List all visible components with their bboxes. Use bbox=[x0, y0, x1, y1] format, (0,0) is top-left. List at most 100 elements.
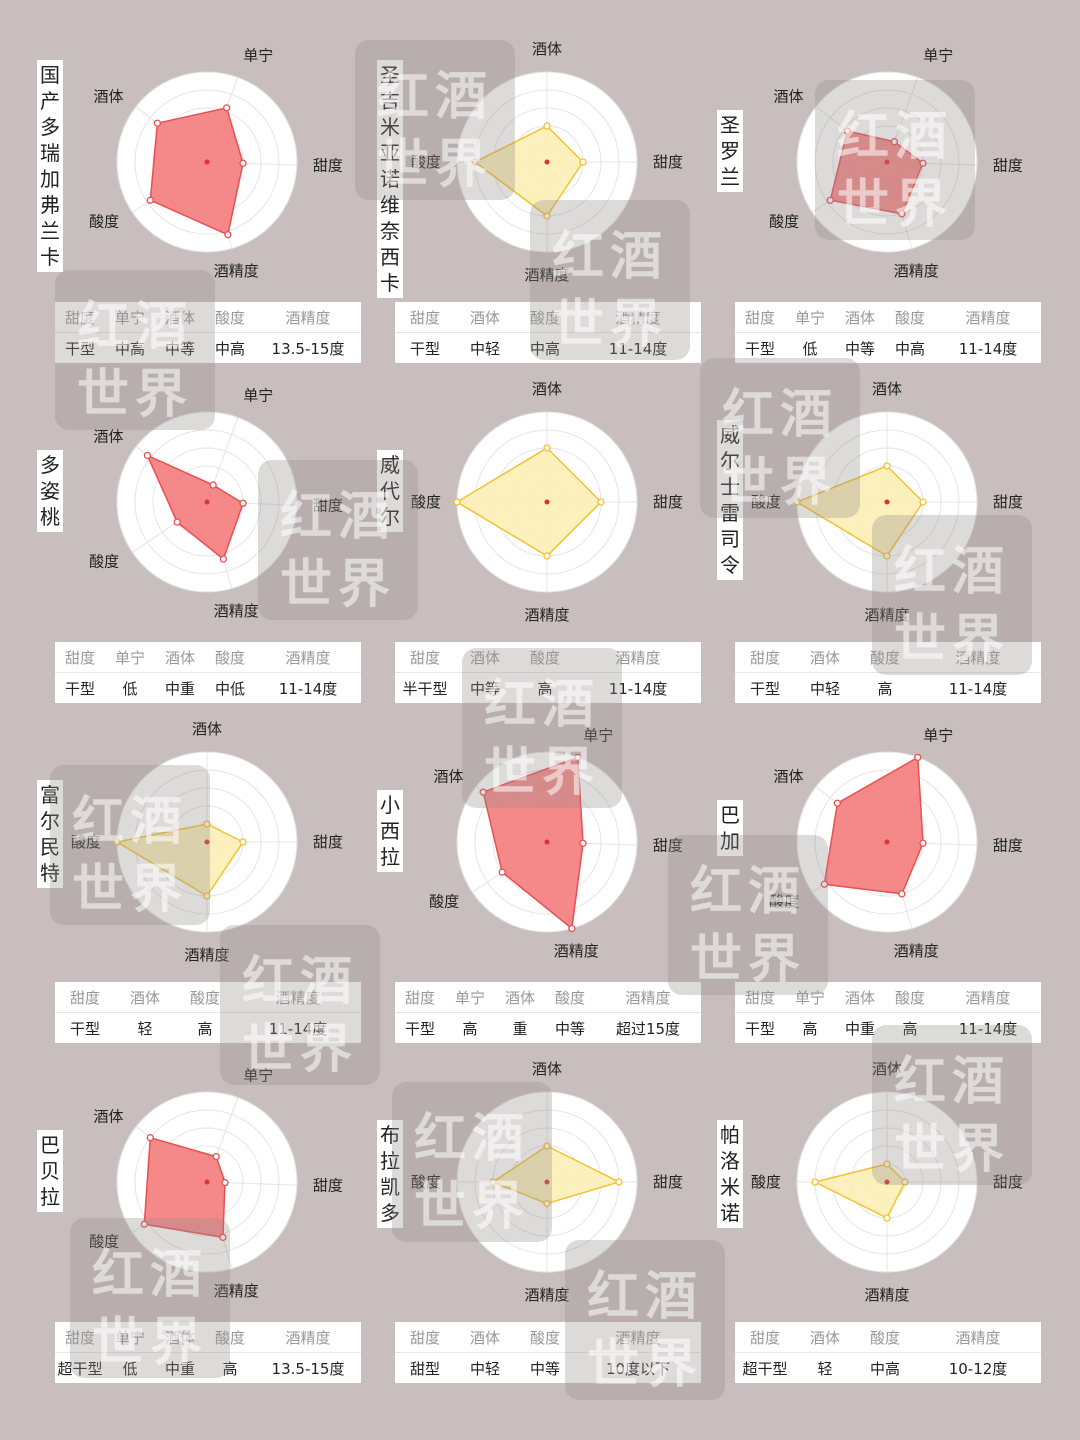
table-cell: 干型 bbox=[69, 1019, 100, 1038]
radar-ring bbox=[116, 71, 298, 253]
grape-name: 巴加 bbox=[717, 800, 743, 856]
radar-card: 酒体 甜度 酒精度 酸度威代尔甜度 酒体 酸度 酒精度 半干型 中等高 11-14度 bbox=[377, 360, 735, 703]
table-cell: 中等 bbox=[844, 339, 875, 358]
radar-center bbox=[204, 499, 210, 505]
radar-point bbox=[898, 890, 906, 898]
radar-point bbox=[579, 839, 587, 847]
axis-label: 酒精度 bbox=[214, 262, 259, 280]
radar-point bbox=[543, 122, 551, 130]
table-header: 酒精度 bbox=[915, 1322, 1041, 1353]
table-cell: 高 bbox=[222, 1359, 238, 1378]
watermark-logo: 红酒 世界 bbox=[70, 1218, 230, 1378]
table-header: 单宁 bbox=[785, 982, 835, 1013]
axis-label: 酒精度 bbox=[214, 602, 259, 620]
axis-label: 酒精度 bbox=[524, 266, 569, 284]
axis-label: 甜度 bbox=[653, 153, 683, 171]
table-cell: 高 bbox=[197, 1019, 213, 1038]
table-header: 甜度 bbox=[735, 302, 785, 333]
axis-label: 酸度 bbox=[751, 1173, 781, 1191]
info-table: 甜度 酒体 酸度 酒精度 甜型 中轻 中等 10度以下 bbox=[395, 1322, 701, 1383]
radar-center bbox=[884, 839, 890, 845]
axis-label: 单宁 bbox=[583, 726, 613, 744]
radar-point bbox=[919, 839, 927, 847]
radar-point bbox=[173, 518, 181, 526]
radar-center bbox=[204, 839, 210, 845]
radar-center bbox=[204, 1179, 210, 1185]
axis-label: 酒体 bbox=[93, 1108, 123, 1126]
grape-name: 多姿桃 bbox=[37, 450, 63, 532]
radar-point bbox=[568, 924, 576, 933]
radar-point bbox=[883, 1160, 891, 1168]
table-header: 酒精度 bbox=[255, 1322, 361, 1353]
info-table: 甜度 单宁 酒体 酸度 酒精度 干型 高 中重 高 11-14度 bbox=[735, 982, 1041, 1043]
axis-label: 酒体 bbox=[192, 720, 222, 738]
table-cell: 11-14度 bbox=[948, 679, 1008, 698]
radar-point bbox=[223, 104, 231, 112]
table-header: 酒精度 bbox=[575, 302, 701, 333]
radar-point bbox=[811, 1178, 819, 1186]
axis-label: 甜度 bbox=[653, 837, 683, 855]
radar-point bbox=[543, 1199, 551, 1208]
watermark-logo: 红酒 世界 bbox=[872, 1025, 1032, 1185]
radar-point bbox=[219, 555, 228, 563]
radar-point bbox=[574, 753, 582, 762]
table-cell: 半干型 bbox=[402, 679, 448, 698]
radar-area bbox=[823, 756, 924, 895]
table-header: 酒体 bbox=[155, 302, 205, 333]
axis-label: 甜度 bbox=[313, 1177, 343, 1195]
grape-name: 圣吉米亚诺维奈西卡 bbox=[377, 60, 403, 298]
watermark-logo: 红酒 世界 bbox=[50, 765, 210, 925]
axis-label: 单宁 bbox=[243, 386, 273, 404]
grape-name: 圣罗兰 bbox=[717, 110, 743, 192]
axis-label: 酒精度 bbox=[524, 1286, 569, 1304]
watermark-logo: 红酒 世界 bbox=[55, 270, 215, 430]
table-header: 酸度 bbox=[545, 982, 595, 1013]
info-table: 甜度 酒体 酸度 酒精度 干型 中轻 高 11-14度 bbox=[735, 642, 1041, 703]
info-table: 甜度 单宁 酒体 酸度 酒精度 干型 低 中等 中高 11-14度 bbox=[735, 302, 1041, 363]
table-cell: 低 bbox=[802, 339, 818, 358]
watermark-logo: 红酒 世界 bbox=[700, 358, 860, 518]
radar-ring bbox=[152, 447, 262, 557]
radar-ring bbox=[456, 751, 638, 933]
radar-point bbox=[883, 1214, 891, 1222]
axis-label: 酸度 bbox=[411, 493, 441, 511]
table-header: 酒体 bbox=[835, 302, 885, 333]
table-header: 酒体 bbox=[155, 642, 205, 673]
radar-center bbox=[884, 159, 890, 165]
table-header: 酒体 bbox=[115, 982, 175, 1013]
table-cell: 中高 bbox=[869, 1359, 900, 1378]
radar-point bbox=[453, 498, 461, 506]
table-cell: 中高 bbox=[894, 339, 925, 358]
axis-label: 酸度 bbox=[429, 892, 459, 910]
table-header: 甜度 bbox=[395, 302, 455, 333]
radar-area bbox=[829, 130, 924, 215]
table-cell: 超干型 bbox=[742, 1359, 788, 1378]
table-header: 酒体 bbox=[835, 982, 885, 1013]
radar-area bbox=[145, 454, 244, 561]
table-cell: 干型 bbox=[404, 1019, 435, 1038]
watermark-logo: 红酒 世界 bbox=[392, 1082, 552, 1242]
radar-point bbox=[239, 159, 247, 167]
axis-label: 酒体 bbox=[773, 88, 803, 106]
table-header: 甜度 bbox=[735, 1322, 795, 1353]
table-cell: 中轻 bbox=[469, 1359, 500, 1378]
table-header: 酒精度 bbox=[255, 642, 361, 673]
table-cell: 干型 bbox=[409, 339, 440, 358]
grape-name: 巴贝拉 bbox=[37, 1130, 63, 1212]
radar-point bbox=[239, 499, 247, 507]
info-table: 甜度 酒体 酸度 酒精度 干型 中轻 中高 11-14度 bbox=[395, 302, 701, 363]
table-cell: 高 bbox=[537, 679, 553, 698]
axis-label: 酸度 bbox=[769, 892, 799, 910]
table-cell: 甜型 bbox=[409, 1359, 440, 1378]
radar-center bbox=[204, 159, 210, 165]
info-table: 甜度 单宁 酒体 酸度 酒精度 干型 高 重 中等 超过15度 bbox=[395, 982, 701, 1043]
axis-label: 酒体 bbox=[532, 40, 562, 58]
radar-point bbox=[239, 838, 247, 846]
